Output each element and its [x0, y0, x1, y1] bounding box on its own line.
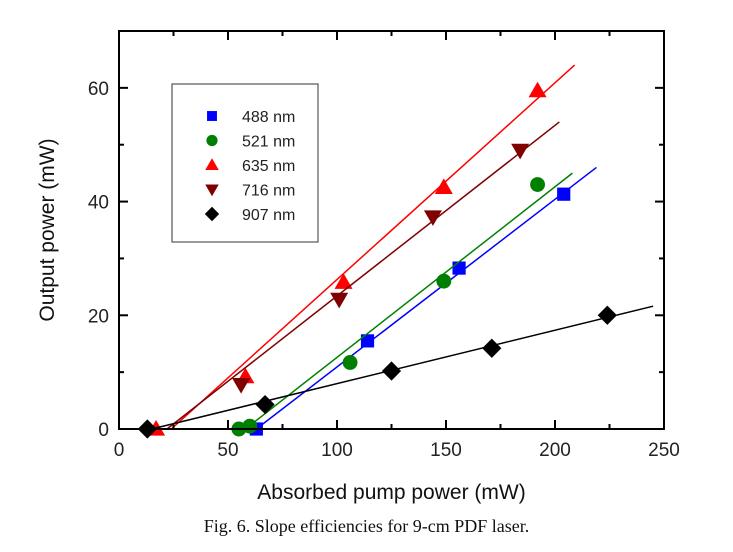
fit-line-521-nm: [244, 172, 573, 430]
legend-label-488-nm: 488 nm: [242, 109, 295, 126]
fit-line-907-nm: [151, 305, 654, 430]
legend-marker-488-nm: [207, 111, 217, 121]
data-point-907-nm: [482, 338, 502, 358]
legend-marker-907-nm: [204, 206, 220, 222]
data-point-716-nm: [423, 210, 442, 226]
x-tick-label: 200: [539, 440, 571, 461]
fit-line-716-nm: [166, 121, 560, 430]
axis-ticks: 0 50 100 150 200 250 0 20 40 60: [88, 31, 680, 461]
data-point-716-nm: [330, 292, 349, 309]
legend-box: [171, 83, 319, 243]
legend-label-907-nm: 907 nm: [242, 207, 295, 224]
data-point-907-nm: [255, 394, 275, 415]
data-point-488-nm: [452, 261, 466, 275]
x-tick-label: 50: [217, 440, 238, 461]
data-point-907-nm: [381, 361, 402, 381]
fit-line-635-nm: [170, 64, 576, 430]
legend-label-521-nm: 521 nm: [242, 134, 295, 151]
data-point-521-nm: [530, 177, 545, 192]
y-tick-label: 0: [98, 420, 109, 441]
data-point-716-nm: [232, 378, 251, 394]
data-point-521-nm: [342, 355, 358, 370]
y-tick-label: 40: [88, 193, 109, 214]
data-point-635-nm: [528, 81, 547, 98]
plot-marks: [137, 64, 654, 439]
y-tick-label: 20: [88, 306, 109, 327]
legend-label-635-nm: 635 nm: [242, 158, 295, 175]
data-point-635-nm: [434, 178, 453, 194]
x-tick-label: 150: [430, 440, 462, 461]
figure-caption: Fig. 6. Slope efficiencies for 9-cm PDF …: [203, 516, 530, 536]
data-point-716-nm: [511, 143, 530, 160]
x-axis-title: Absorbed pump power (mW): [257, 481, 525, 504]
legend-marker-521-nm: [206, 134, 218, 147]
x-tick-label: 250: [648, 440, 680, 461]
legend-label-716-nm: 716 nm: [242, 183, 295, 200]
y-axis-title: Output power (mW): [36, 138, 59, 321]
y-tick-label: 60: [88, 79, 109, 100]
data-point-521-nm: [242, 418, 258, 434]
series-716-nm: [166, 121, 560, 430]
x-tick-label: 0: [114, 440, 125, 461]
legend: 488 nm 521 nm 635 nm 716 nm 907 nm: [171, 83, 319, 243]
legend-marker-635-nm: [205, 158, 219, 170]
x-tick-label: 100: [321, 440, 353, 461]
data-point-521-nm: [436, 273, 452, 289]
series-521-nm: [231, 172, 573, 437]
data-point-635-nm: [334, 273, 353, 289]
legend-marker-716-nm: [205, 184, 219, 197]
data-point-488-nm: [360, 334, 375, 348]
fit-line-488-nm: [255, 166, 597, 430]
data-point-488-nm: [557, 187, 571, 201]
data-point-907-nm: [597, 305, 617, 325]
series-907-nm: [137, 305, 654, 439]
